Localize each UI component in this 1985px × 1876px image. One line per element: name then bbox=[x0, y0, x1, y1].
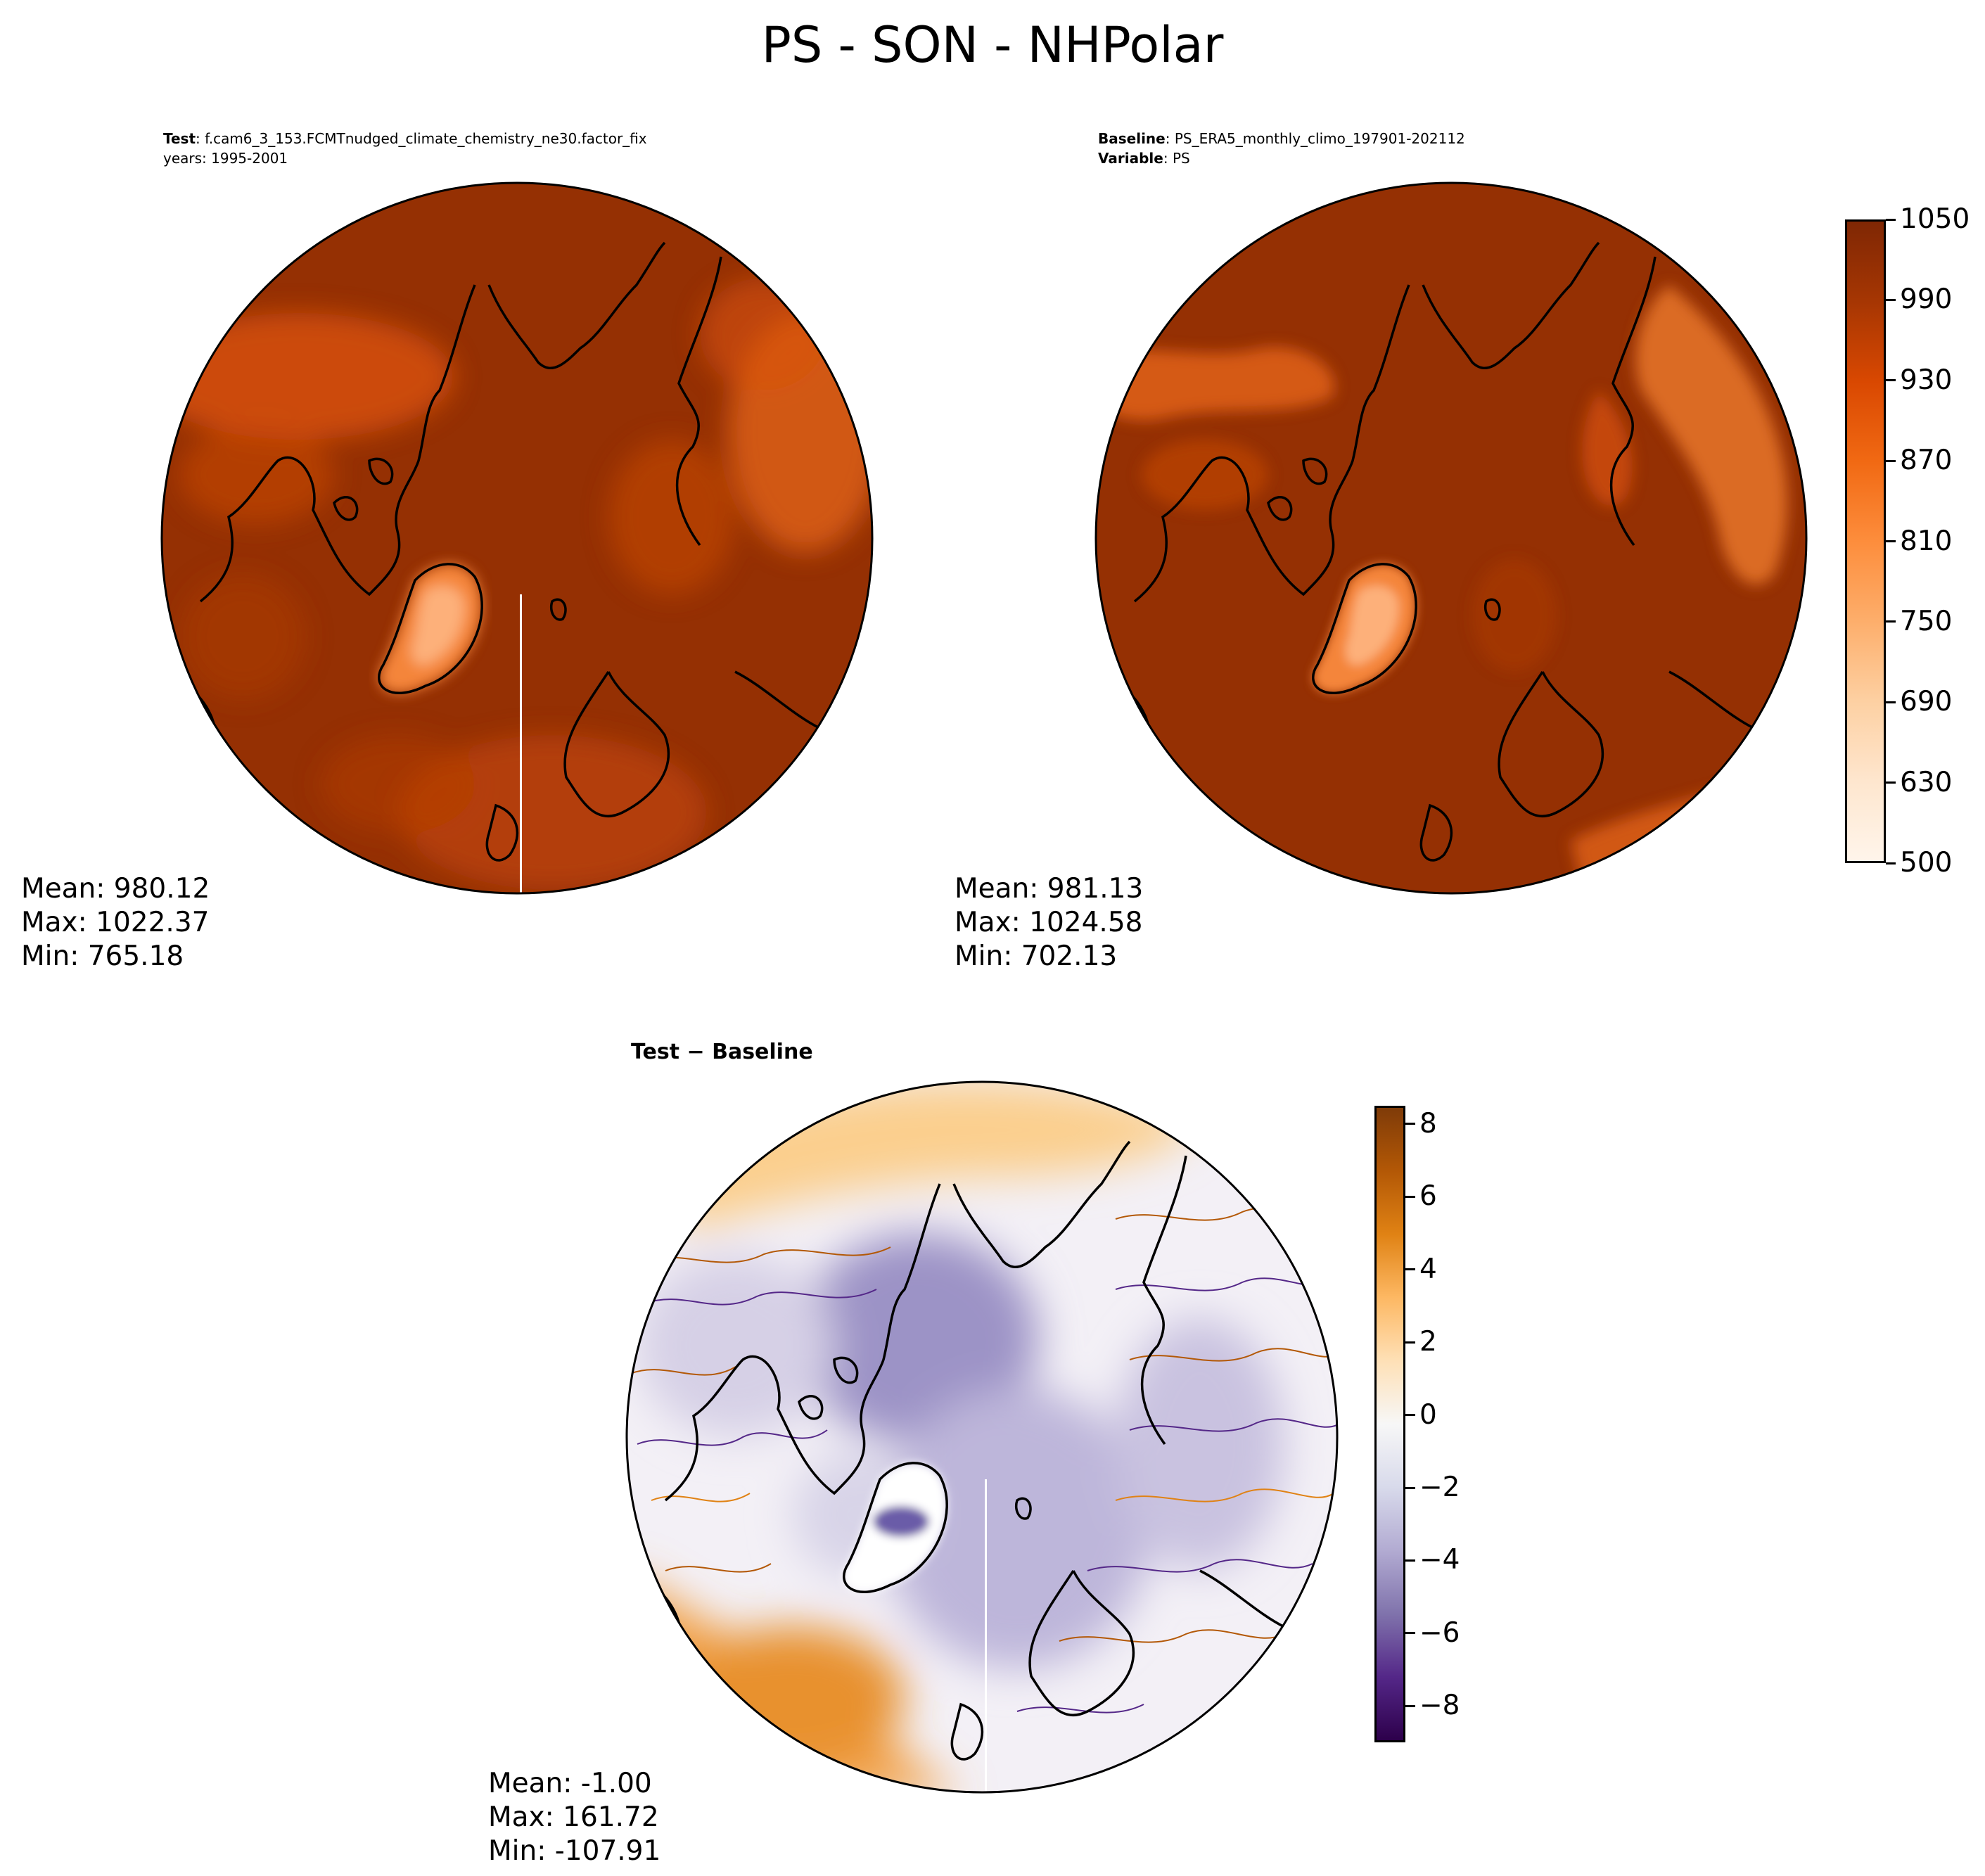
baseline-panel-title: Baseline: PS_ERA5_monthly_climo_197901-2… bbox=[1098, 129, 1465, 168]
pressure-colorbar-tick-label: 990 bbox=[1900, 283, 1953, 316]
pressure-colorbar-tick-label: 690 bbox=[1900, 686, 1953, 718]
pressure-colorbar-tick-mark bbox=[1886, 379, 1896, 382]
difference-colorbar-tick-label: 6 bbox=[1419, 1180, 1437, 1213]
diff-title-test: Test bbox=[631, 1040, 680, 1064]
test-map-field bbox=[162, 183, 872, 893]
difference-panel-title: Test − Baseline bbox=[631, 1040, 813, 1065]
difference-colorbar-tick-mark bbox=[1405, 1559, 1415, 1562]
test-label-key: Test bbox=[163, 130, 196, 147]
baseline-max: Max: 1024.58 bbox=[955, 907, 1143, 938]
difference-colorbar-tick-mark bbox=[1405, 1486, 1415, 1489]
difference-colorbar-tick-label: −4 bbox=[1419, 1544, 1460, 1576]
difference-colorbar-tick-label: −6 bbox=[1419, 1616, 1460, 1649]
difference-colorbar-tick-label: 0 bbox=[1419, 1398, 1437, 1431]
pressure-colorbar-tick-label: 500 bbox=[1900, 847, 1953, 879]
difference-stats: Mean: -1.00 Max: 161.72 Min: -107.91 bbox=[488, 1767, 660, 1868]
pressure-colorbar-tick-label: 1050 bbox=[1900, 203, 1970, 235]
baseline-label-value: PS_ERA5_monthly_climo_197901-202112 bbox=[1174, 130, 1465, 147]
test-label-value: f.cam6_3_153.FCMTnudged_climate_chemistr… bbox=[205, 130, 647, 147]
baseline-polar-map bbox=[1094, 181, 1808, 895]
pressure-colorbar-tick-label: 870 bbox=[1900, 445, 1953, 477]
pressure-colorbar-tick-label: 810 bbox=[1900, 525, 1953, 557]
pressure-colorbar-tick-label: 630 bbox=[1900, 766, 1953, 798]
test-min: Min: 765.18 bbox=[21, 940, 184, 972]
difference-colorbar-tick-mark bbox=[1405, 1268, 1415, 1271]
difference-colorbar-tick-label: 4 bbox=[1419, 1253, 1437, 1285]
difference-map-border bbox=[625, 1080, 1339, 1794]
difference-colorbar-tick-mark bbox=[1405, 1123, 1415, 1125]
difference-colorbar-tick-mark bbox=[1405, 1195, 1415, 1198]
pressure-colorbar-tick-mark bbox=[1886, 218, 1896, 221]
pressure-colorbar-tick-mark bbox=[1886, 620, 1896, 623]
variable-label-value: PS bbox=[1172, 150, 1190, 167]
baseline-stats: Mean: 981.13 Max: 1024.58 Min: 702.13 bbox=[955, 872, 1143, 974]
pressure-colorbar-tick-mark bbox=[1886, 701, 1896, 703]
pressure-colorbar-tick-mark bbox=[1886, 459, 1896, 462]
difference-colorbar-tick-mark bbox=[1405, 1632, 1415, 1635]
test-max: Max: 1022.37 bbox=[21, 907, 210, 938]
baseline-min: Min: 702.13 bbox=[955, 940, 1118, 972]
test-map-border bbox=[160, 181, 874, 895]
difference-colorbar bbox=[1374, 1106, 1405, 1742]
difference-colorbar-tick-mark bbox=[1405, 1414, 1415, 1417]
test-mean: Mean: 980.12 bbox=[21, 873, 210, 905]
pressure-colorbar-tick-mark bbox=[1886, 862, 1896, 864]
difference-noise-contours bbox=[630, 1207, 1337, 1714]
difference-mean: Mean: -1.00 bbox=[488, 1768, 652, 1799]
colon: : bbox=[196, 130, 205, 147]
difference-colorbar-tick-label: −8 bbox=[1419, 1690, 1460, 1722]
difference-polar-map bbox=[625, 1080, 1339, 1794]
difference-colorbar-tick-label: −2 bbox=[1419, 1472, 1460, 1503]
colon: : bbox=[1163, 150, 1173, 167]
colon: : bbox=[1165, 130, 1175, 147]
pressure-colorbar-tick-mark bbox=[1886, 540, 1896, 542]
difference-max: Max: 161.72 bbox=[488, 1801, 659, 1833]
diff-title-operator: − bbox=[687, 1040, 705, 1064]
baseline-label-key: Baseline bbox=[1098, 130, 1166, 147]
pressure-colorbar-tick-label: 750 bbox=[1900, 605, 1953, 637]
pressure-colorbar-tick-mark bbox=[1886, 781, 1896, 784]
test-stats: Mean: 980.12 Max: 1022.37 Min: 765.18 bbox=[21, 872, 210, 974]
difference-min: Min: -107.91 bbox=[488, 1835, 661, 1867]
baseline-coastlines bbox=[1098, 241, 1806, 862]
baseline-mean: Mean: 981.13 bbox=[955, 873, 1144, 905]
pressure-colorbar-tick-label: 930 bbox=[1900, 364, 1953, 396]
difference-colorbar-tick-label: 2 bbox=[1419, 1326, 1437, 1358]
pressure-colorbar-tick-mark bbox=[1886, 298, 1896, 301]
difference-colorbar-tick-label: 8 bbox=[1419, 1107, 1437, 1140]
test-polar-map bbox=[160, 181, 874, 895]
variable-label-key: Variable bbox=[1098, 150, 1163, 167]
difference-colorbar-tick-mark bbox=[1405, 1341, 1415, 1344]
figure-title: PS - SON - NHPolar bbox=[761, 16, 1224, 74]
pressure-colorbar bbox=[1845, 219, 1886, 863]
baseline-map-field bbox=[1096, 183, 1806, 893]
test-years: years: 1995-2001 bbox=[163, 150, 288, 167]
test-panel-title: Test: f.cam6_3_153.FCMTnudged_climate_ch… bbox=[163, 129, 647, 168]
baseline-map-border bbox=[1094, 181, 1808, 895]
diff-title-baseline: Baseline bbox=[712, 1040, 813, 1064]
difference-colorbar-tick-mark bbox=[1405, 1704, 1415, 1707]
